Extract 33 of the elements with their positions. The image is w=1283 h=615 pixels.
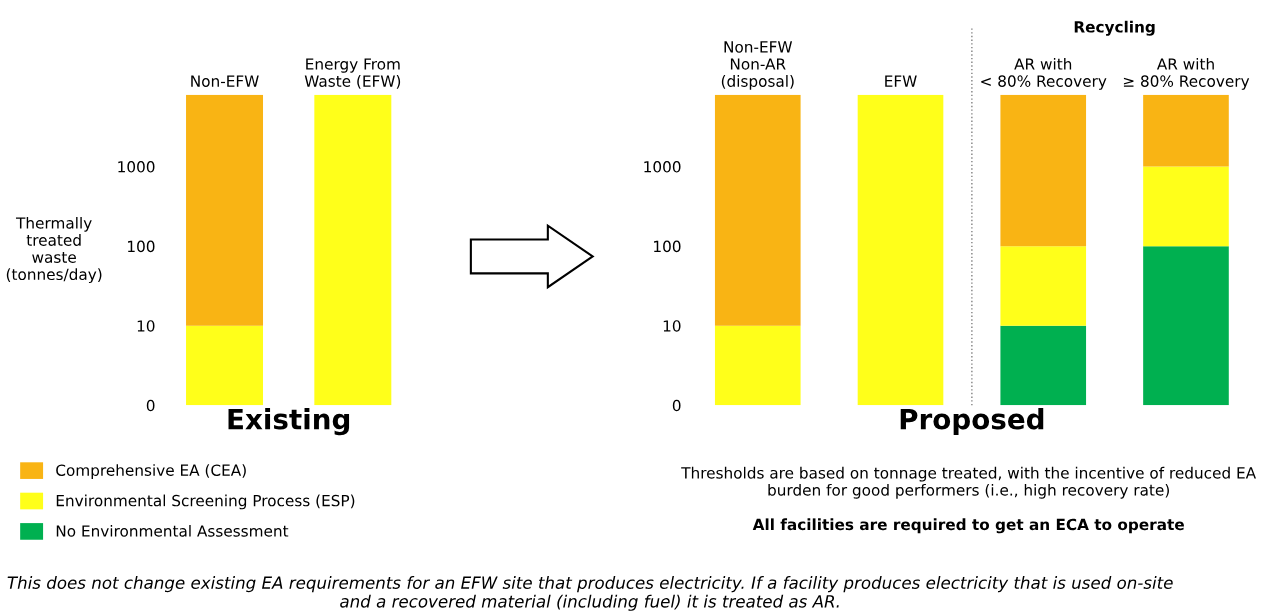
text: Recycling (1074, 20, 1155, 36)
bar (1143, 94, 1229, 167)
legend-label: Environmental Screening Process (ESP) (56, 494, 355, 510)
bar (714, 94, 801, 326)
text: All facilities are required to get an ECA to operate (752, 518, 1184, 534)
bar (1000, 94, 1087, 247)
bar (1143, 246, 1229, 406)
bar (1143, 166, 1229, 247)
y-tick-label: 1000 (644, 161, 681, 173)
x-axis-title: Existing (228, 408, 350, 436)
x-tick-label: AR with ≥ 80% Recovery (1123, 57, 1250, 90)
y-tick-label: 1000 (118, 161, 155, 173)
y-tick-label: 0 (146, 399, 155, 412)
legend-label: Comprehensive EA (CEA) (56, 464, 246, 479)
x-tick-label: Energy From Waste (EFW) (304, 58, 401, 89)
x-axis-title: Proposed (900, 408, 1044, 435)
y-tick-label: 100 (128, 240, 155, 253)
text: This does not change existing EA requirements for an EFW site that produces electricity. If a facility produces electricity that is used on-site and a recovered material (including fuel) it is treated as AR. (7, 576, 1173, 611)
x-tick-label: AR with < 80% Recovery (981, 57, 1107, 90)
y-tick-label: 0 (672, 399, 681, 412)
x-tick-label: Non-EFW (191, 75, 259, 87)
x-tick-label: EFW (885, 75, 917, 87)
bar (714, 325, 801, 406)
text: Thresholds are based on tonnage treated, with the incentive of reduced EA burden for good performers (i.e., high recovery rate) (681, 466, 1256, 499)
bar (857, 94, 944, 406)
bar (1000, 246, 1087, 326)
y-tick-label: 100 (654, 240, 681, 253)
bar (1000, 325, 1087, 406)
y-tick-label: 10 (663, 320, 681, 332)
y-tick-label: 10 (137, 320, 155, 332)
y-axis-title: Thermally treated waste (tonnes/day) (6, 216, 102, 284)
x-tick-label: Non-EFW Non-AR (disposal) (721, 41, 794, 90)
legend-label: No Environmental Assessment (56, 524, 289, 537)
